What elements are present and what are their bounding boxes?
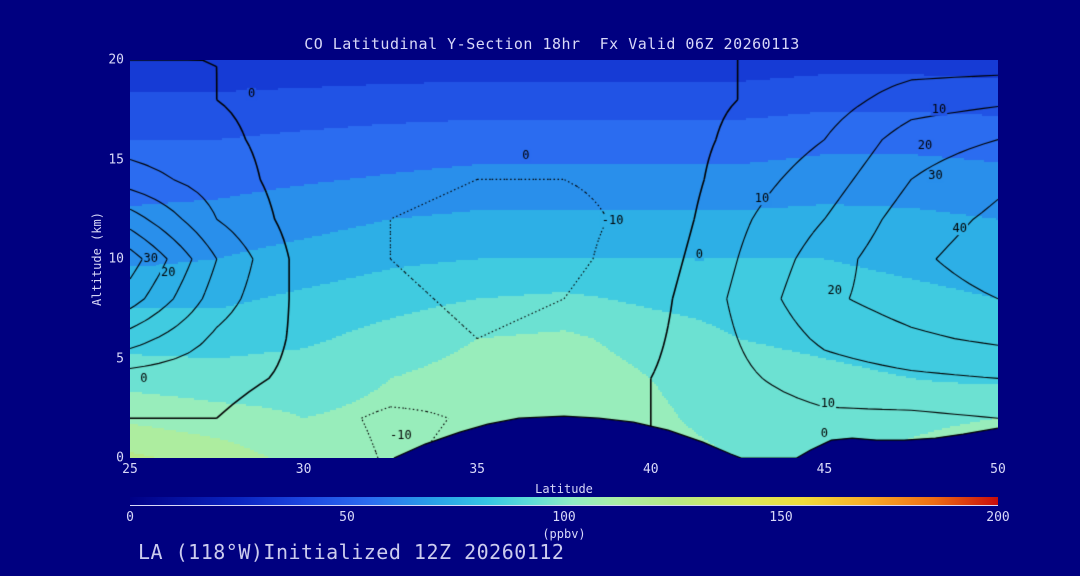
colorbar-tick-label: 0: [126, 510, 134, 525]
y-tick-label: 10: [108, 251, 124, 267]
colorbar-unit-label: (ppbv): [542, 527, 586, 541]
plot-canvas: [130, 60, 998, 458]
x-tick-label: 40: [642, 462, 659, 477]
x-tick-label: 30: [295, 462, 312, 477]
y-tick-label: 20: [108, 52, 124, 68]
colorbar-tick-label: 100: [552, 510, 576, 525]
init-info-text: LA (118°W)Initialized 12Z 20260112: [138, 540, 565, 564]
y-tick-label: 15: [108, 152, 124, 167]
colorbar-gradient: [130, 497, 998, 506]
x-axis-ticks: 25 30 35 40 45 50: [122, 462, 1006, 478]
colorbar-tick-label: 200: [986, 510, 1010, 525]
colorbar-tick-label: 150: [769, 510, 793, 525]
x-tick-label: 25: [122, 462, 138, 477]
y-tick-label: 0: [116, 450, 124, 466]
y-axis-ticks: 0 5 10 15 20: [82, 53, 124, 466]
colorbar-ticks: 0 50 100 150 200: [126, 510, 1010, 526]
x-tick-label: 45: [816, 462, 833, 477]
x-tick-label: 35: [469, 462, 486, 477]
colorbar-tick-label: 50: [339, 510, 355, 525]
x-axis-title: Latitude: [535, 482, 593, 496]
x-tick-label: 50: [990, 462, 1006, 477]
y-tick-label: 5: [116, 351, 124, 366]
chart-title: CO Latitudinal Y-Section 18hr Fx Valid 0…: [304, 35, 800, 53]
